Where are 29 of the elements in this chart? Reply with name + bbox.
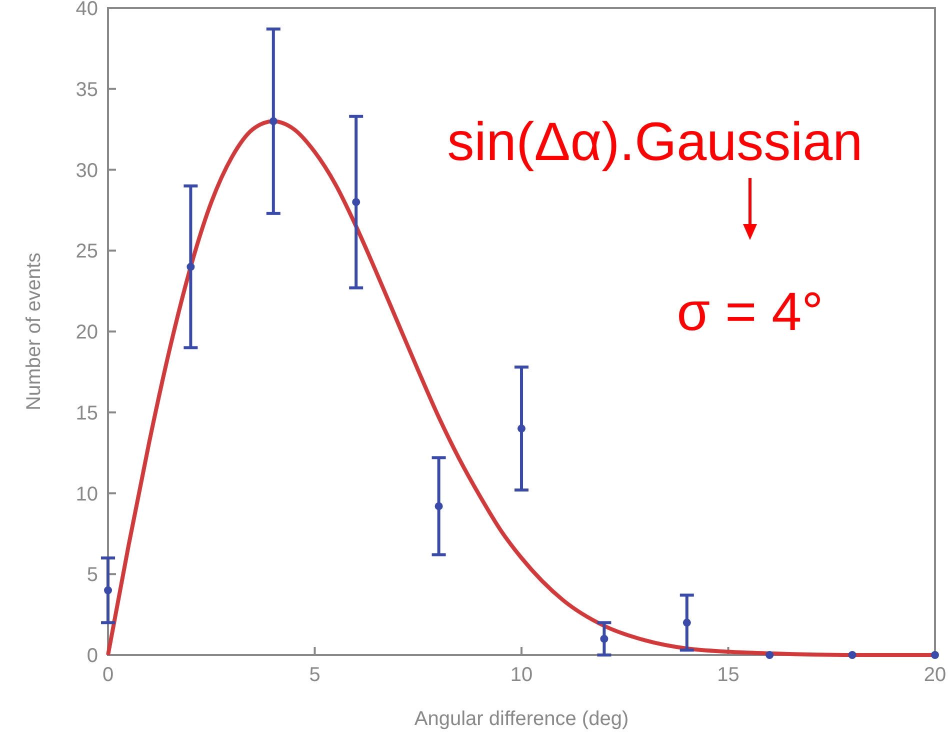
y-axis-title: Number of events — [23, 252, 45, 410]
annotation: sin(Δα).Gaussian — [447, 112, 863, 172]
y-tick-label: 10 — [76, 483, 98, 506]
y-tick-label: 0 — [86, 645, 98, 667]
point — [104, 586, 112, 594]
point — [848, 651, 856, 659]
point — [186, 262, 195, 271]
point — [600, 634, 608, 643]
point — [682, 618, 691, 627]
x-tick-label: 0 — [102, 664, 114, 686]
x-axis-title: Angular difference (deg) — [414, 708, 629, 730]
point — [352, 198, 360, 206]
x-tick-label: 5 — [309, 664, 320, 686]
point — [931, 651, 939, 659]
point — [766, 651, 774, 659]
point — [434, 502, 443, 510]
point — [269, 117, 278, 126]
y-tick-label: 40 — [76, 0, 98, 20]
y-tick-label: 20 — [76, 322, 98, 344]
y-tick-label: 30 — [76, 160, 98, 182]
y-tick-label: 25 — [76, 240, 98, 263]
y-tick-label: 35 — [76, 78, 98, 101]
x-tick-label: 15 — [717, 664, 740, 686]
x-tick-label: 20 — [924, 664, 946, 686]
point — [518, 424, 526, 433]
x-tick-label: 10 — [510, 664, 533, 686]
annotation: σ = 4° — [676, 282, 824, 342]
y-tick-label: 5 — [86, 564, 98, 586]
y-tick-label: 15 — [76, 402, 98, 424]
